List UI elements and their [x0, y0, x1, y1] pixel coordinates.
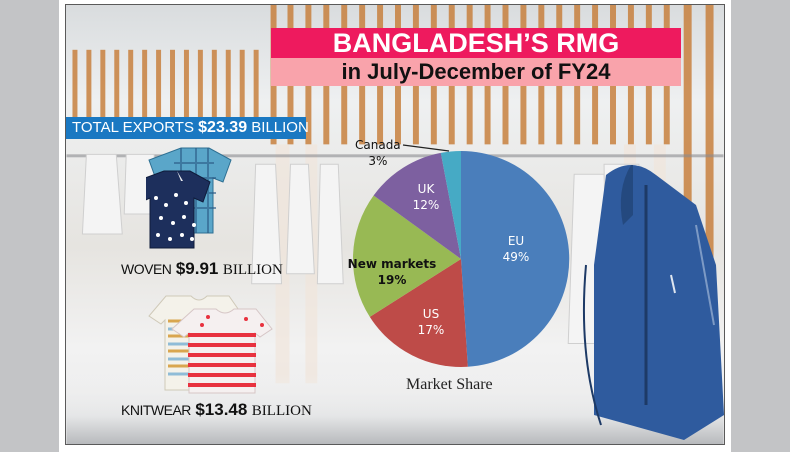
pie-label-us: US 17% — [411, 306, 451, 338]
pie-label-new-markets-pct: 19% — [377, 273, 407, 287]
pie-slice-us — [369, 259, 468, 368]
woven-export-label: WOVEN $9.91 BILLION — [121, 259, 283, 279]
pie-slice-uk — [373, 152, 461, 259]
background-photo: BANGLADESH’S RMG EXPORTS in July-Decembe… — [65, 4, 725, 445]
total-exports-value: $23.39 — [198, 119, 248, 136]
knitwear-export-label: KNITWEAR $13.48 BILLION — [121, 400, 312, 420]
pie-label-canada-name: Canada — [355, 138, 401, 152]
woven-shirts-icon — [146, 147, 232, 249]
pie-label-us-name: US — [422, 307, 440, 321]
market-share-pie-chart: Canada 3% UK 12% New markets 19% US 17% … — [331, 131, 591, 401]
woven-value: $9.91 — [175, 259, 219, 278]
chart-title: Market Share — [406, 376, 493, 393]
page-title: BANGLADESH’S RMG EXPORTS — [271, 28, 681, 88]
pie-label-uk: UK 12% — [406, 181, 446, 213]
canada-leader-line — [402, 144, 450, 152]
knitwear-value: $13.48 — [195, 400, 248, 419]
page-subtitle: in July-December of FY24 — [271, 58, 681, 86]
pie-slice-eu — [461, 150, 570, 367]
total-exports-banner: TOTAL EXPORTS $23.39 BILLION — [66, 117, 309, 139]
woven-unit: BILLION — [222, 262, 283, 278]
knitwear-label: KNITWEAR — [121, 402, 191, 418]
pie-slice-new-markets — [352, 195, 461, 317]
pie-label-us-pct: 17% — [417, 323, 445, 337]
knitwear-unit: BILLION — [251, 403, 312, 419]
blue-jacket-photo — [582, 165, 724, 440]
total-exports-unit: BILLION — [251, 119, 309, 136]
pie-label-eu-name: EU — [507, 234, 525, 248]
pie-slice-canada — [440, 151, 461, 259]
pie-label-uk-name: UK — [417, 182, 435, 196]
pie-label-new-markets: New markets 19% — [347, 256, 437, 288]
pie-label-uk-pct: 12% — [412, 198, 440, 212]
total-exports-label: TOTAL EXPORTS — [72, 119, 194, 136]
pie-chart-svg — [352, 144, 570, 368]
pie-label-eu: EU 49% — [496, 233, 536, 265]
pie-label-canada: Canada 3% — [355, 137, 401, 169]
pie-label-new-markets-name: New markets — [347, 257, 437, 271]
woven-label: WOVEN — [121, 261, 172, 277]
pie-label-eu-pct: 49% — [502, 250, 530, 264]
knitwear-tshirts-icon — [148, 295, 273, 394]
pie-label-canada-pct: 3% — [368, 154, 388, 168]
